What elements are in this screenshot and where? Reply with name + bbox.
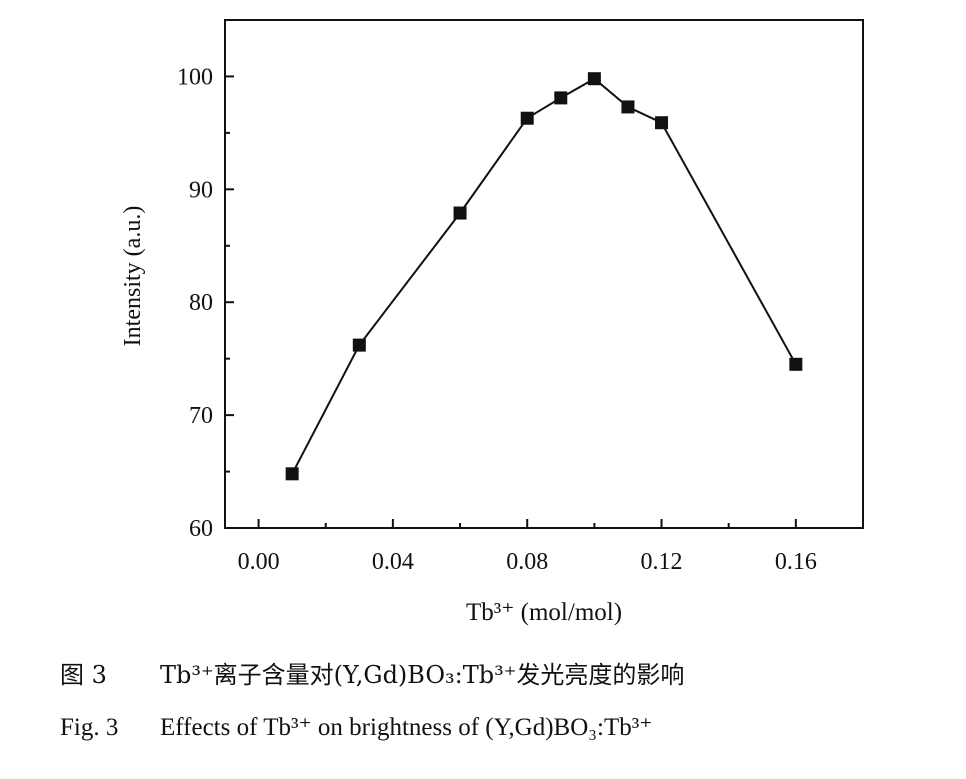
y-tick-label: 70	[189, 403, 213, 429]
data-point-marker	[789, 357, 803, 371]
x-tick-label: 0.08	[506, 549, 548, 575]
data-point-marker	[352, 338, 366, 352]
x-tick-label: 0.16	[775, 549, 817, 575]
x-tick-label: 0.04	[372, 549, 414, 575]
caption-en-text: Effects of Tb³⁺ on brightness of (Y,Gd)B…	[160, 714, 653, 741]
data-point-marker	[587, 72, 601, 86]
caption-en-label: Fig. 3	[60, 714, 119, 741]
caption-cn-label: 图 3	[60, 661, 107, 689]
series-line	[291, 77, 797, 475]
line-chart: 0.00 0.04 0.08 0.12 0.16 60 70 80 90 100 Intensit…	[120, 19, 864, 626]
y-tick-label: 80	[189, 290, 213, 316]
caption-english: Fig. 3 Effects of Tb³⁺ on brightness of (…	[60, 712, 652, 742]
data-point-marker	[453, 206, 467, 220]
y-tick-label: 60	[189, 516, 213, 542]
x-axis-label: Tb³⁺ (mol/mol)	[466, 599, 622, 626]
data-point-marker	[655, 116, 669, 130]
x-tick-label: 0.00	[238, 549, 280, 575]
data-point-marker	[554, 91, 568, 105]
data-markers	[285, 72, 803, 481]
series-polyline	[291, 77, 797, 475]
caption-cn-text: Tb³⁺离子含量对(Y,Gd)BO₃:Tb³⁺发光亮度的影响	[160, 661, 685, 689]
data-point-marker	[285, 467, 299, 481]
x-tick-label: 0.12	[641, 549, 683, 575]
data-point-marker	[520, 111, 534, 125]
axis-ticks: 0.00 0.04 0.08 0.12 0.16 60 70 80 90 100	[177, 19, 817, 575]
y-tick-label: 100	[177, 64, 213, 90]
data-point-marker	[621, 100, 635, 114]
caption-chinese: 图 3 Tb³⁺离子含量对(Y,Gd)BO₃:Tb³⁺发光亮度的影响	[60, 655, 684, 690]
plot-frame	[224, 19, 864, 529]
y-tick-label: 90	[189, 177, 213, 203]
y-axis-label: Intensity (a.u.)	[120, 206, 146, 347]
